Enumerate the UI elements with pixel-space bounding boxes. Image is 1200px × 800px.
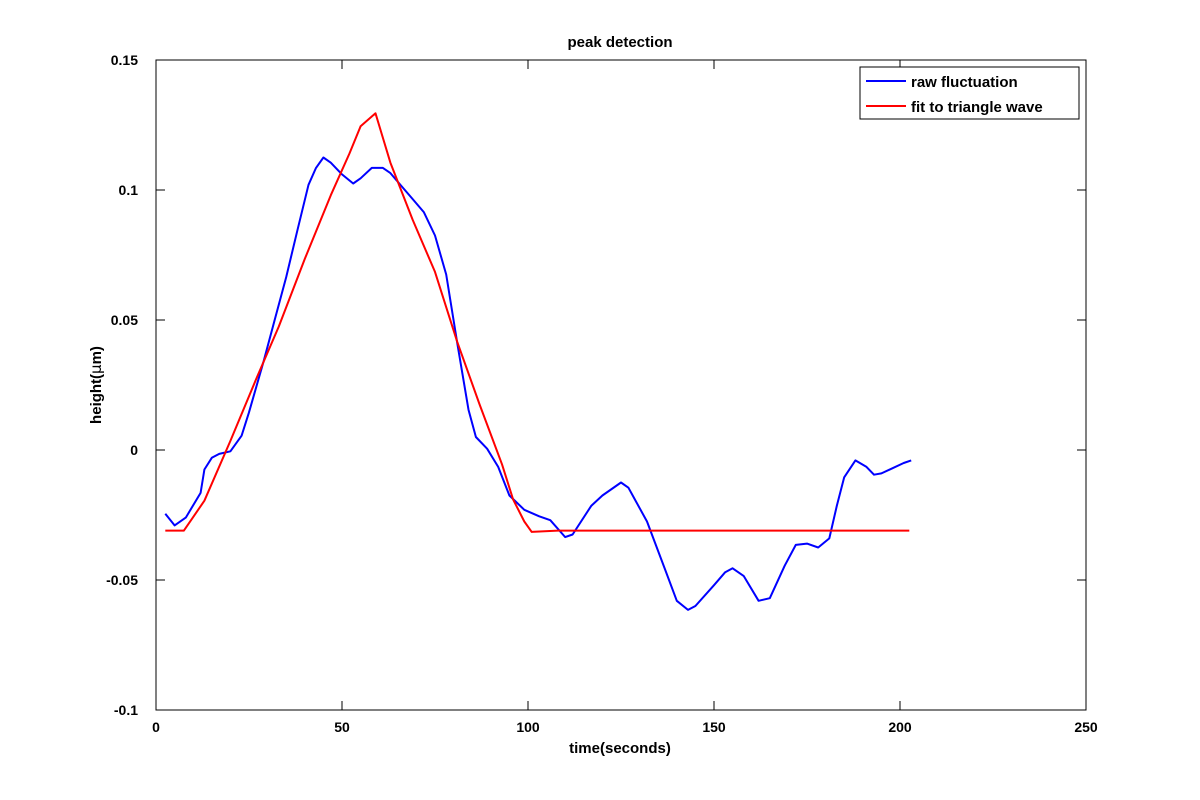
x-axis-ticks: 0 50 100 150 200 250 [152,60,1098,735]
y-tick-label: -0.05 [106,572,138,588]
x-axis-label: time(seconds) [569,740,671,757]
y-tick-label: 0.1 [119,182,139,198]
legend: raw fluctuation fit to triangle wave [859,66,1080,120]
x-tick-label: 250 [1074,719,1098,735]
x-tick-label: 0 [152,719,160,735]
x-tick-label: 200 [888,719,912,735]
y-tick-label: 0.05 [111,312,138,328]
y-tick-label: 0.15 [111,52,138,68]
series-layer [164,112,912,611]
series-line-fit-to-triangle-wave [165,112,910,533]
y-tick-label: -0.1 [114,702,138,718]
chart-title: peak detection [567,34,672,51]
y-axis-label-mu: μ [87,364,105,374]
y-axis-ticks: 0.15 0.1 0.05 0 -0.05 -0.1 [106,52,1086,718]
y-tick-label: 0 [130,442,138,458]
x-tick-label: 50 [334,719,350,735]
x-tick-label: 100 [516,719,540,735]
legend-label-raw-fluctuation: raw fluctuation [911,74,1018,91]
legend-label-fit-to-triangle-wave: fit to triangle wave [911,99,1043,116]
series-line-raw-fluctuation [164,156,912,611]
y-axis-label-prefix: height( [88,374,105,424]
plot-axes-box [155,59,1087,711]
legend-box [859,66,1080,120]
y-axis-label: height(μm) [87,346,105,424]
x-tick-label: 150 [702,719,726,735]
y-axis-label-suffix: m) [88,346,105,364]
